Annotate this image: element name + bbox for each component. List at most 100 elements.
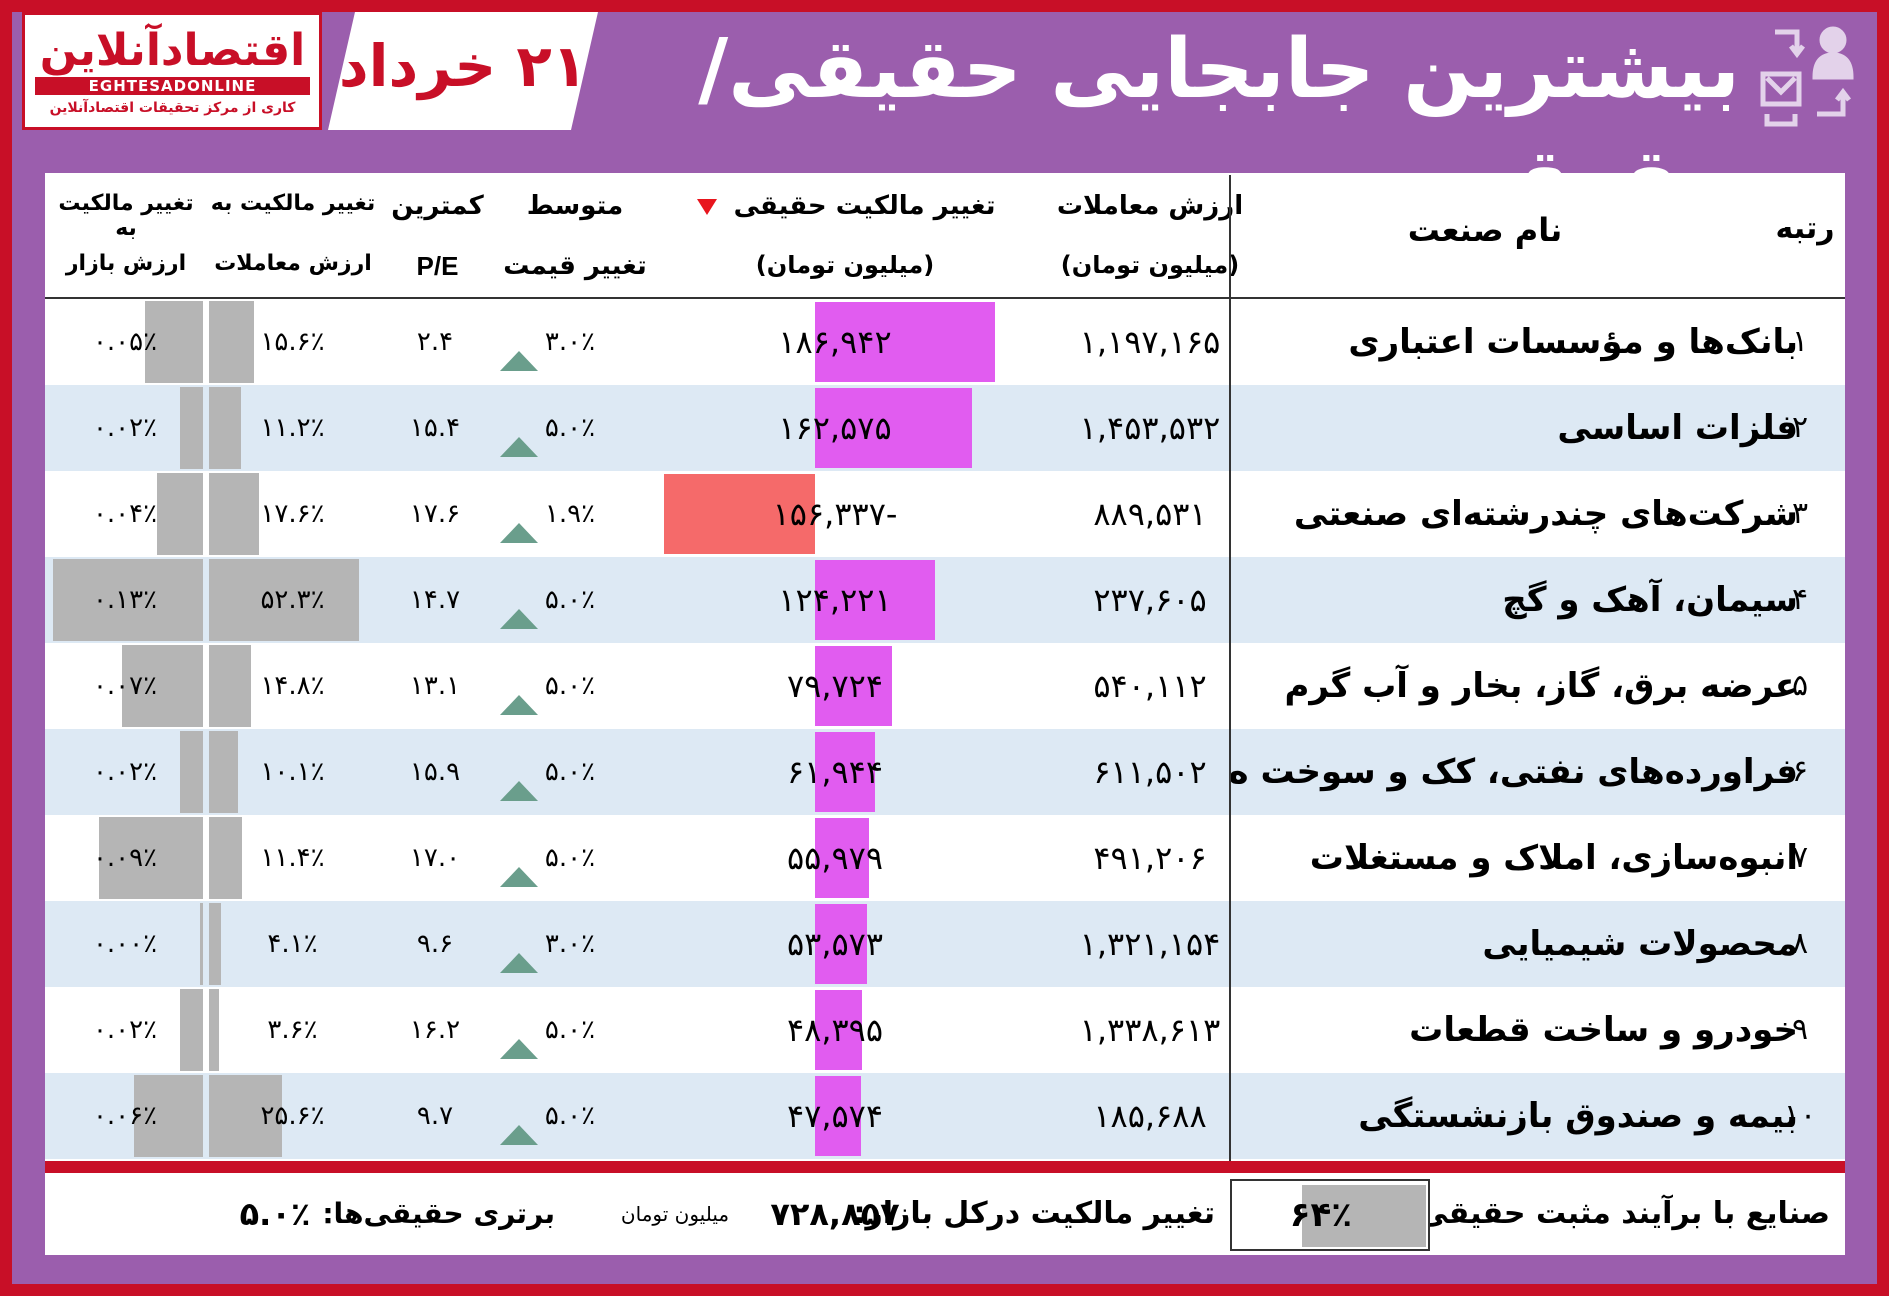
row-market-ratio: ۰.۰۵٪ xyxy=(45,299,205,385)
market-ratio-text: ۰.۱۳٪ xyxy=(92,585,158,615)
row-industry: عرضه برق، گاز، بخار و آب گرم xyxy=(1284,666,1798,706)
up-triangle-icon xyxy=(500,351,538,371)
row-value-ratio: ۲۵.۶٪ xyxy=(205,1073,380,1159)
row-industry: سیمان، آهک و گچ xyxy=(1502,580,1798,620)
market-value: ۷۲۸,۸۵۷ xyxy=(770,1195,900,1233)
table-row: ۱ بانک‌ها و مؤسسات اعتباری ۱,۱۹۷,۱۶۵ ۱۸۶,۹۴… xyxy=(45,299,1845,385)
row-market-ratio: ۰.۰۹٪ xyxy=(45,815,205,901)
real-change-value: ۴۸,۳۹۵ xyxy=(786,1011,884,1049)
market-ratio-bar xyxy=(99,817,203,899)
row-trade-value: ۱,۴۵۳,۵۳۲ xyxy=(1079,409,1221,447)
sort-down-icon[interactable] xyxy=(695,197,719,217)
real-change-value: ۵۵,۹۷۹ xyxy=(786,839,884,877)
header-pe-1: کمترین xyxy=(391,191,484,221)
header-price-2: تغییر قیمت xyxy=(503,251,647,281)
header-rule xyxy=(45,297,1845,299)
row-market-ratio: ۰.۰۲٪ xyxy=(45,729,205,815)
row-market-ratio: ۰.۰۲٪ xyxy=(45,385,205,471)
table-row: ۳ شرکت‌های چندرشته‌ای صنعتی ۸۸۹,۵۳۱ -۱۵۶,۳۳… xyxy=(45,471,1845,557)
row-min-pe: ۹.۷ xyxy=(416,1101,454,1131)
row-market-ratio: ۰.۰۴٪ xyxy=(45,471,205,557)
row-trade-value: ۴۹۱,۲۰۶ xyxy=(1093,839,1207,877)
up-triangle-icon xyxy=(500,1125,538,1145)
market-ratio-text: ۰.۰۲٪ xyxy=(92,413,158,443)
market-ratio-text: ۰.۰۵٪ xyxy=(92,327,158,357)
row-trade-value: ۸۸۹,۵۳۱ xyxy=(1093,495,1207,533)
header-industry: نام صنعت xyxy=(1407,211,1563,249)
market-ratio-text: ۰.۰۲٪ xyxy=(92,757,158,787)
logo-latin: EGHTESADONLINE xyxy=(35,77,310,95)
value-ratio-text: ۵۲.۳٪ xyxy=(260,585,325,615)
row-trade-value: ۱۸۵,۶۸۸ xyxy=(1093,1097,1207,1135)
row-rank: ۷ xyxy=(1791,840,1809,875)
row-price-change: ۵.۰٪ xyxy=(544,1101,596,1131)
row-min-pe: ۱۷.۶ xyxy=(409,499,461,529)
real-change-value: ۵۳,۵۷۳ xyxy=(786,925,884,963)
row-real-change: ۵۵,۹۷۹ xyxy=(645,815,1025,901)
row-price-change: ۳.۰٪ xyxy=(544,929,596,959)
table-row: ۲ فلزات اساسی ۱,۴۵۳,۵۳۲ ۱۶۲,۵۷۵ ۵.۰٪ ۱۵.۴ ۱۱.۲… xyxy=(45,385,1845,471)
value-ratio-bar xyxy=(209,903,221,985)
real-change-value: ۴۷,۵۷۴ xyxy=(786,1097,884,1135)
table-row: ۷ انبوه‌سازی، املاک و مستغلات ۴۹۱,۲۰۶ ۵۵,۹۷… xyxy=(45,815,1845,901)
date-text: ۲۱ خرداد xyxy=(338,32,588,100)
row-real-change: ۷۹,۷۲۴ xyxy=(645,643,1025,729)
header-price-1: متوسط xyxy=(526,191,624,221)
row-rank: ۴ xyxy=(1791,582,1809,617)
value-ratio-text: ۱۱.۲٪ xyxy=(260,413,325,443)
header-real-1-label: تغییر مالکیت حقیقی xyxy=(733,191,996,221)
value-ratio-bar xyxy=(209,301,254,383)
row-industry: بانک‌ها و مؤسسات اعتباری xyxy=(1348,322,1798,362)
real-change-bar xyxy=(664,474,815,554)
row-price-change: ۵.۰٪ xyxy=(544,1015,596,1045)
real-advantage-label: برتری حقیقی‌ها: xyxy=(322,1197,555,1230)
row-price-change: ۵.۰٪ xyxy=(544,843,596,873)
real-change-value: ۱۲۴,۲۲۱ xyxy=(778,581,892,619)
value-ratio-text: ۱۵.۶٪ xyxy=(260,327,325,357)
table-row: ۴ سیمان، آهک و گچ ۲۳۷,۶۰۵ ۱۲۴,۲۲۱ ۵.۰٪ ۱۴.۷ ۵۲… xyxy=(45,557,1845,643)
row-industry: خودرو و ساخت قطعات xyxy=(1409,1010,1798,1050)
positive-label: صنایع با برآیند مثبت حقیقی: xyxy=(1406,1196,1830,1231)
header-vchg-2: ارزش معاملات xyxy=(214,251,372,276)
market-ratio-bar xyxy=(179,387,203,469)
row-rank: ۱۰ xyxy=(1783,1098,1817,1133)
market-ratio-bar xyxy=(156,473,203,555)
up-triangle-icon xyxy=(500,437,538,457)
real-change-value: ۱۸۶,۹۴۲ xyxy=(778,323,892,361)
table-row: ۶ فراورده‌های نفتی، کک و سوخت ه ۶۱۱,۵۰۲ ۶۱,… xyxy=(45,729,1845,815)
row-min-pe: ۱۵.۹ xyxy=(409,757,461,787)
market-ratio-text: ۰.۰۷٪ xyxy=(92,671,158,701)
value-ratio-text: ۱۷.۶٪ xyxy=(260,499,325,529)
row-value-ratio: ۱۴.۸٪ xyxy=(205,643,380,729)
header-real-1: تغییر مالکیت حقیقی xyxy=(685,191,1005,221)
row-real-change: ۱۶۲,۵۷۵ xyxy=(645,385,1025,471)
row-value-ratio: ۳.۶٪ xyxy=(205,987,380,1073)
real-change-value: ۷۹,۷۲۴ xyxy=(786,667,884,705)
value-ratio-bar xyxy=(209,559,359,641)
real-change-bar xyxy=(815,818,869,898)
row-value-ratio: ۱۷.۶٪ xyxy=(205,471,380,557)
row-rank: ۹ xyxy=(1791,1012,1809,1047)
row-price-change: ۳.۰٪ xyxy=(544,327,596,357)
row-real-change: ۱۸۶,۹۴۲ xyxy=(645,299,1025,385)
market-ratio-text: ۰.۰۲٪ xyxy=(92,1015,158,1045)
row-min-pe: ۹.۶ xyxy=(416,929,454,959)
real-change-bar xyxy=(815,560,935,640)
header-real-2: (میلیون تومان) xyxy=(755,251,935,279)
footer-divider xyxy=(45,1161,1845,1173)
value-ratio-text: ۴.۱٪ xyxy=(267,929,318,959)
row-price-change: ۵.۰٪ xyxy=(544,671,596,701)
row-trade-value: ۱,۱۹۷,۱۶۵ xyxy=(1079,323,1221,361)
header-mchg-2: ارزش بازار xyxy=(65,251,187,276)
up-triangle-icon xyxy=(500,781,538,801)
market-ratio-bar xyxy=(200,903,203,985)
value-ratio-bar xyxy=(209,645,252,727)
market-ratio-bar xyxy=(145,301,203,383)
header-vchg-1: تغییر مالکیت به xyxy=(210,191,376,216)
real-change-bar xyxy=(815,1076,861,1156)
row-market-ratio: ۰.۰۲٪ xyxy=(45,987,205,1073)
logo-name: اقتصادآنلاین xyxy=(39,25,306,76)
row-trade-value: ۱,۳۳۸,۶۱۳ xyxy=(1079,1011,1221,1049)
row-real-change: ۴۸,۳۹۵ xyxy=(645,987,1025,1073)
row-value-ratio: ۵۲.۳٪ xyxy=(205,557,380,643)
